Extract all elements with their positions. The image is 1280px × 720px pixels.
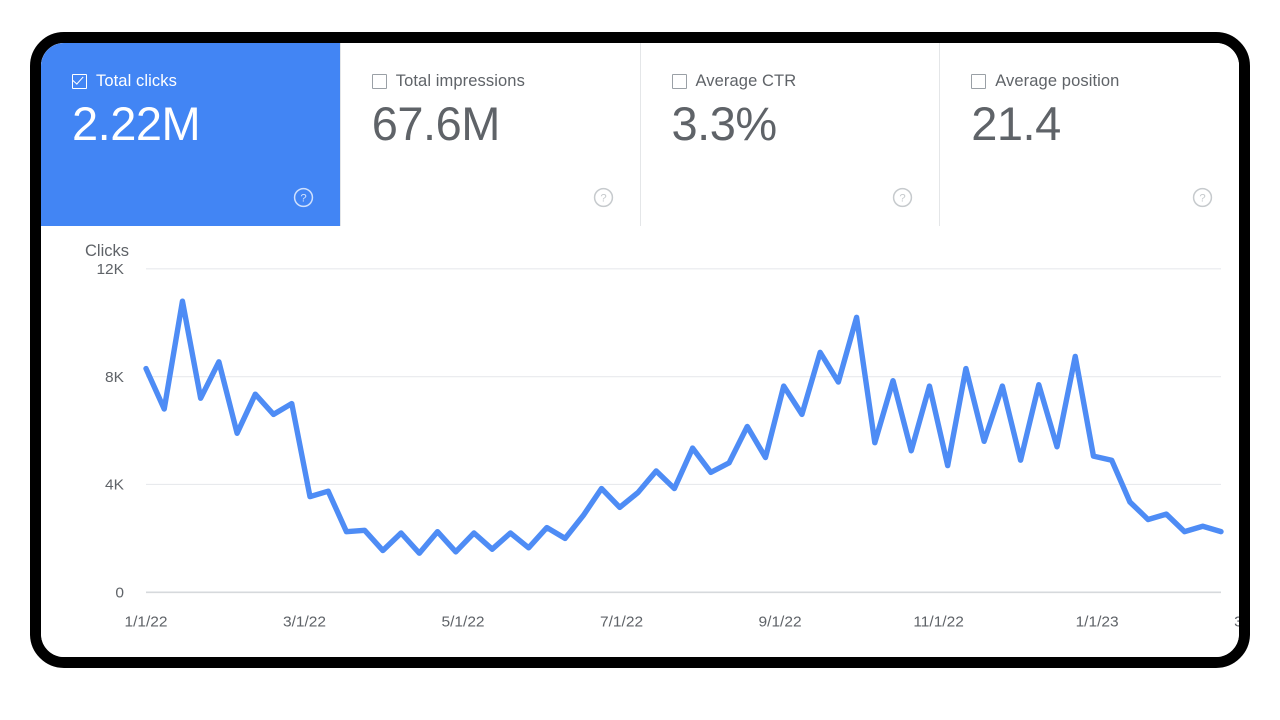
checkbox-unchecked-icon[interactable]: [671, 73, 687, 89]
svg-text:?: ?: [600, 193, 606, 205]
checkbox-checked-icon[interactable]: [72, 72, 87, 89]
svg-text:?: ?: [300, 193, 306, 205]
metric-value: 21.4: [971, 97, 1061, 150]
metric-card-average-ctr[interactable]: Average CTR 3.3% ?: [640, 43, 941, 226]
help-circle-icon[interactable]: ?: [593, 187, 614, 208]
metric-value: 67.6M: [371, 97, 501, 150]
x-axis-tick-label: 3/1/22: [283, 614, 326, 631]
y-axis-tick-label: 0: [115, 585, 124, 602]
checkbox-unchecked-icon[interactable]: [971, 73, 987, 89]
help-circle-icon[interactable]: ?: [293, 187, 314, 208]
metric-value: 3.3%: [671, 97, 778, 150]
x-axis-tick-label: 1/1/22: [124, 614, 167, 631]
x-axis-tick-label: 9/1/22: [759, 614, 802, 631]
metric-label: Total clicks: [96, 71, 177, 90]
svg-text:?: ?: [900, 193, 906, 205]
help-circle-icon[interactable]: ?: [1192, 187, 1213, 208]
metric-label: Average CTR: [695, 71, 797, 90]
svg-text:?: ?: [1199, 193, 1205, 205]
x-axis-tick-label: 11/1/22: [913, 614, 964, 631]
x-axis-tick-label: 5/1/22: [442, 614, 485, 631]
metric-card-header: Average position: [971, 71, 1239, 91]
chart-axis-title: Clicks: [85, 242, 129, 260]
metric-label: Total impressions: [395, 71, 525, 90]
clicks-data-line: [146, 301, 1221, 553]
metric-label: Average position: [995, 71, 1120, 90]
x-axis-tick-label: 1/1/23: [1076, 614, 1119, 631]
metric-card-header: Total impressions: [371, 71, 640, 91]
x-axis-tick-label: 3/1/23: [1234, 614, 1239, 631]
clicks-chart-panel: Clicks 0 4K 8K 12K 1/1/22 3/1/22 5/1/22 7/1/22 9…: [41, 226, 1239, 657]
checkbox-unchecked-icon[interactable]: [371, 73, 387, 89]
metric-card-header: Average CTR: [671, 71, 940, 91]
chart-svg: 0 4K 8K 12K 1/1/22 3/1/22 5/1/22 7/1/22 9/1/22 11…: [96, 261, 1239, 631]
metric-card-total-clicks[interactable]: Total clicks 2.22M ?: [41, 43, 341, 226]
dashboard-frame: Total clicks 2.22M ? Total impressions 6…: [30, 32, 1250, 668]
metrics-card-row: Total clicks 2.22M ? Total impressions 6…: [41, 43, 1239, 227]
y-axis-tick-label: 4K: [105, 477, 124, 494]
x-axis-tick-label: 7/1/22: [600, 614, 643, 631]
metric-card-header: Total clicks: [72, 71, 340, 91]
metric-card-total-impressions[interactable]: Total impressions 67.6M ?: [340, 43, 641, 226]
y-axis-tick-label: 8K: [105, 369, 124, 386]
help-circle-icon[interactable]: ?: [892, 187, 913, 208]
y-axis-tick-label: 12K: [96, 261, 124, 278]
metric-value: 2.22M: [72, 97, 201, 150]
clicks-line-chart[interactable]: 0 4K 8K 12K 1/1/22 3/1/22 5/1/22 7/1/22 9/1/22 11…: [41, 226, 1239, 657]
metric-card-average-position[interactable]: Average position 21.4 ?: [940, 43, 1239, 226]
